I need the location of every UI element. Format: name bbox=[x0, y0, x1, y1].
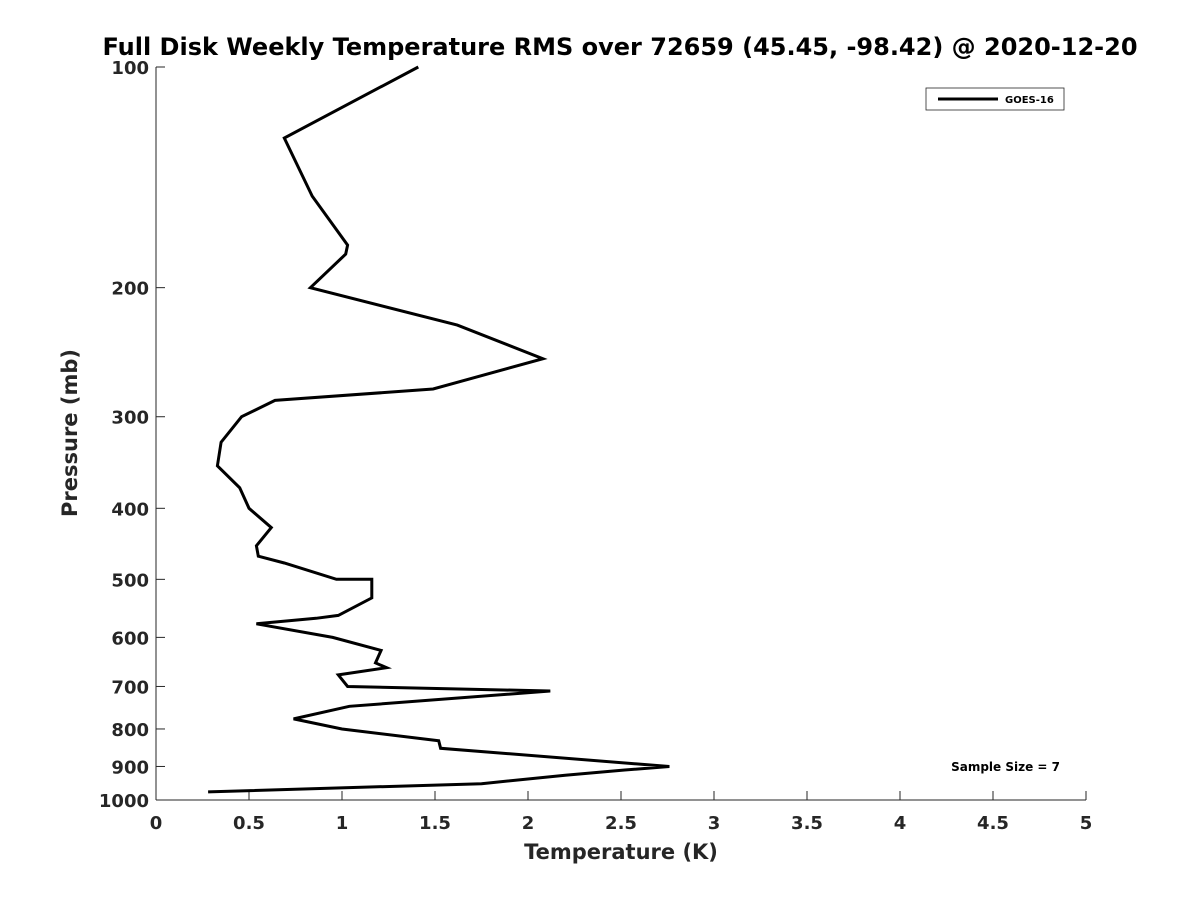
y-tick-label: 100 bbox=[111, 58, 149, 79]
x-tick-label: 5 bbox=[1080, 813, 1093, 834]
x-tick-label: 1.5 bbox=[419, 813, 451, 834]
y-tick-label: 300 bbox=[111, 408, 149, 429]
x-tick-label: 3.5 bbox=[791, 813, 823, 834]
x-tick-label: 4 bbox=[894, 813, 907, 834]
y-tick-label: 700 bbox=[111, 677, 149, 698]
y-tick-label: 900 bbox=[111, 757, 149, 778]
y-tick-label: 800 bbox=[111, 720, 149, 741]
y-axis-label: Pressure (mb) bbox=[58, 349, 82, 517]
legend-label: GOES-16 bbox=[1005, 95, 1054, 106]
x-ticks: 0 0.5 1 1.5 2 2.5 3 3.5 4 4.5 5 bbox=[150, 791, 1093, 834]
y-tick-label: 200 bbox=[111, 279, 149, 300]
series-line-goes-16 bbox=[208, 65, 670, 794]
y-ticks: 100 200 300 400 500 600 700 800 900 1000 bbox=[99, 58, 165, 812]
x-tick-label: 4.5 bbox=[977, 813, 1009, 834]
plot-area bbox=[156, 67, 1086, 800]
y-tick-label: 1000 bbox=[99, 791, 149, 812]
x-tick-label: 3 bbox=[708, 813, 721, 834]
legend: GOES-16 bbox=[925, 87, 1065, 111]
x-tick-label: 0 bbox=[150, 813, 163, 834]
x-tick-label: 2.5 bbox=[605, 813, 637, 834]
x-tick-label: 2 bbox=[522, 813, 535, 834]
x-tick-label: 1 bbox=[336, 813, 349, 834]
chart-title: Full Disk Weekly Temperature RMS over 72… bbox=[102, 33, 1137, 61]
x-axis-label: Temperature (K) bbox=[524, 840, 718, 864]
sample-size-annotation: Sample Size = 7 bbox=[951, 760, 1060, 774]
y-tick-label: 600 bbox=[111, 628, 149, 649]
x-tick-label: 0.5 bbox=[233, 813, 265, 834]
y-tick-label: 500 bbox=[111, 570, 149, 591]
y-tick-label: 400 bbox=[111, 499, 149, 520]
series-layer bbox=[208, 65, 670, 794]
